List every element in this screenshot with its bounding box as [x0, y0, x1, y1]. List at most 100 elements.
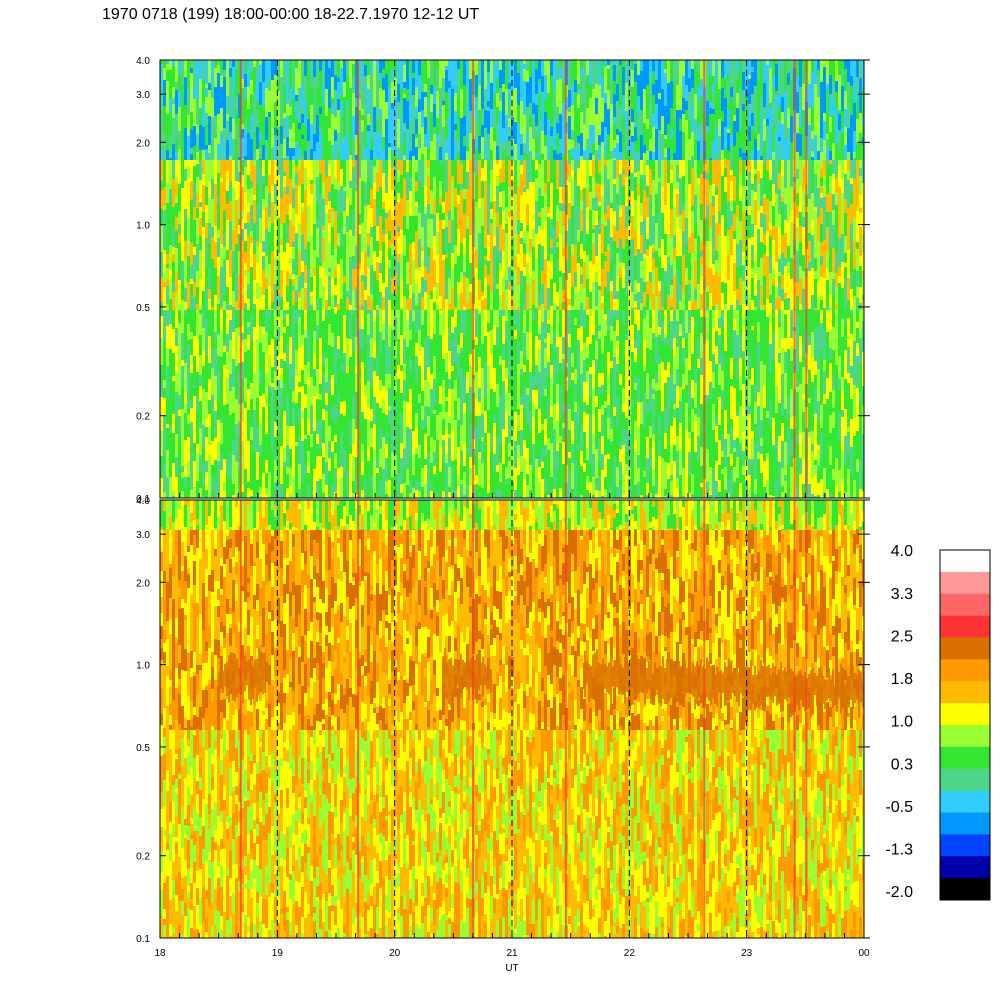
spectrogram-cell: [388, 87, 391, 106]
spectrogram-cell: [199, 470, 202, 488]
spectrogram-cell: [295, 446, 298, 466]
spectrogram-cell: [184, 259, 187, 288]
spectrogram-cell: [397, 236, 400, 242]
spectrogram-cell: [208, 153, 211, 160]
spectrogram-cell: [394, 455, 397, 474]
spectrogram-cell: [409, 263, 412, 285]
spectrogram-cell: [304, 265, 307, 283]
spectrogram-cell: [292, 98, 295, 118]
spectrogram-cell: [391, 386, 394, 400]
spectrogram-cell: [427, 78, 430, 98]
spectrogram-cell: [790, 279, 793, 307]
spectrogram-cell: [328, 68, 331, 81]
spectrogram-cell: [580, 68, 583, 76]
spectrogram-cell: [211, 368, 214, 395]
spectrogram-cell: [718, 263, 721, 276]
spectrogram-cell: [541, 76, 544, 92]
spectrogram-cell: [322, 60, 325, 84]
spectrogram-cell: [589, 292, 592, 301]
spectrogram-cell: [625, 60, 628, 83]
spectrogram-cell: [301, 157, 304, 160]
spectrogram-cell: [523, 293, 526, 310]
spectrogram-cell: [232, 440, 235, 455]
spectrogram-cell: [166, 60, 169, 64]
spectrogram-cell: [694, 119, 697, 139]
spectrogram-cell: [559, 101, 562, 110]
spectrogram-cell: [787, 160, 790, 177]
spectrogram-cell: [763, 107, 766, 119]
spectrogram-cell: [292, 184, 295, 188]
spectrogram-cell: [697, 284, 700, 309]
spectrogram-cell: [298, 123, 301, 129]
spectrogram-cell: [265, 373, 268, 402]
spectrogram-cell: [775, 227, 778, 244]
spectrogram-cell: [274, 160, 277, 184]
spectrogram-cell: [340, 370, 343, 394]
spectrogram-cell: [349, 88, 352, 117]
spectrogram-cell: [667, 257, 670, 267]
spectrogram-cell: [850, 178, 853, 184]
spectrogram-cell: [448, 278, 451, 287]
spectrogram-cell: [676, 269, 679, 298]
spectrogram-cell: [763, 83, 766, 107]
spectrogram-cell: [295, 142, 298, 157]
spectrogram-cell: [430, 190, 433, 214]
spectrogram-cell: [334, 178, 337, 189]
spectrogram-cell: [481, 159, 484, 160]
spectrogram-cell: [700, 220, 703, 241]
spectrogram-cell: [268, 409, 271, 434]
spectrogram-cell: [421, 187, 424, 213]
spectrogram-cell: [388, 278, 391, 300]
spectrogram-cell: [418, 148, 421, 160]
spectrogram-cell: [253, 247, 256, 254]
spectrogram-cell: [265, 460, 268, 473]
spectrogram-cell: [373, 424, 376, 449]
spectrogram-cell: [541, 107, 544, 131]
spectrogram-cell: [700, 178, 703, 204]
spectrogram-cell: [223, 70, 226, 77]
spectrogram-cell: [256, 246, 259, 263]
spectrogram-cell: [433, 334, 436, 356]
spectrogram-cell: [577, 168, 580, 186]
spectrogram-cell: [160, 190, 163, 209]
spectrogram-cell: [598, 266, 601, 286]
spectrogram-cell: [226, 377, 229, 404]
spectrogram-cell: [301, 203, 304, 207]
spectrogram-cell: [406, 262, 409, 272]
spectrogram-cell: [835, 143, 838, 156]
spectrogram-cell: [259, 487, 262, 498]
spectrogram-cell: [817, 241, 820, 265]
spectrogram-cell: [439, 296, 442, 309]
spectrogram-cell: [286, 215, 289, 226]
spectrogram-cell: [616, 84, 619, 101]
spectrogram-cell: [187, 160, 190, 167]
spectrogram-cell: [772, 279, 775, 285]
spectrogram-cell: [700, 204, 703, 220]
spectrogram-cell: [544, 249, 547, 259]
spectrogram-cell: [661, 213, 664, 234]
spectrogram-cell: [820, 193, 823, 198]
spectrogram-cell: [751, 160, 754, 184]
spectrogram-cell: [424, 280, 427, 292]
spectrogram-cell: [337, 78, 340, 82]
spectrogram-cell: [265, 355, 268, 373]
spectrogram-cell: [454, 124, 457, 130]
spectrogram-cell: [160, 397, 163, 409]
spectrogram-cell: [724, 177, 727, 192]
spectrogram-cell: [490, 202, 493, 209]
spectrogram-cell: [268, 496, 271, 498]
spectrogram-cell: [325, 241, 328, 263]
spectrogram-cell: [334, 453, 337, 468]
spectrogram-cell: [286, 344, 289, 368]
spectrogram-cell: [790, 258, 793, 279]
spectrogram-cell: [586, 279, 589, 297]
spectrogram-cell: [343, 326, 346, 353]
spectrogram-cell: [370, 421, 373, 428]
spectrogram-cell: [427, 98, 430, 104]
spectrogram-cell: [169, 158, 172, 160]
spectrogram-cell: [268, 373, 271, 386]
spectrogram-cell: [304, 147, 307, 151]
spectrogram-cell: [220, 135, 223, 153]
spectrogram-cell: [727, 280, 730, 309]
spectrogram-cell: [169, 60, 172, 70]
